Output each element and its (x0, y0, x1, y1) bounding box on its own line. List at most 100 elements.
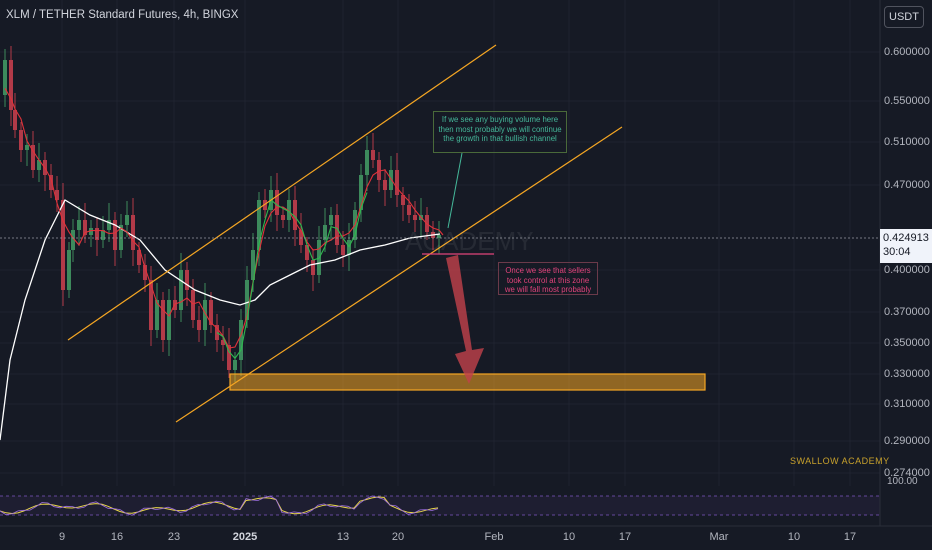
candle-body (125, 215, 129, 225)
candle-body (323, 225, 327, 240)
candle-body (437, 235, 441, 238)
indicator-level-label: 100.00 (887, 476, 918, 487)
buy-note[interactable]: If we see any buying volume here then mo… (433, 111, 567, 153)
candle-body (287, 200, 291, 220)
candle-body (161, 300, 165, 340)
candle-body (293, 200, 297, 230)
price-axis-label: 0.350000 (884, 337, 930, 349)
candle-body (395, 170, 399, 195)
candle-body (155, 300, 159, 330)
candle-body (83, 220, 87, 235)
time-axis-label: Mar (709, 531, 729, 543)
time-axis-label: 23 (167, 531, 181, 543)
time-axis-label: Feb (484, 531, 504, 543)
candle-body (251, 250, 255, 280)
candle-body (25, 145, 29, 150)
candle-body (13, 110, 17, 130)
candle-body (107, 220, 111, 230)
candle-body (149, 280, 153, 330)
candle-body (257, 200, 261, 250)
price-axis-label: 0.510000 (884, 136, 930, 148)
candle-body (19, 130, 23, 150)
candle-body (3, 60, 7, 95)
candle-body (221, 340, 225, 345)
watermark-text: SWALLOW ACADEMY (790, 456, 890, 466)
candle-body (101, 230, 105, 240)
price-axis-label: 0.400000 (884, 264, 930, 276)
chart-watermark-overlay: ACADEMY (405, 226, 534, 256)
price-axis-label: 0.600000 (884, 46, 930, 58)
candle-body (413, 215, 417, 220)
time-axis-label: 9 (58, 531, 66, 543)
price-axis-label: 0.370000 (884, 306, 930, 318)
time-axis-label: 2025 (232, 531, 258, 543)
candle-body (71, 230, 75, 250)
candlesticks (3, 46, 441, 382)
buy-note-pointer (447, 152, 463, 229)
candle-body (281, 215, 285, 220)
candle-body (67, 250, 71, 290)
candle-countdown: 30:04 (883, 246, 911, 258)
price-axis-label: 0.330000 (884, 368, 930, 380)
candle-body (37, 160, 41, 170)
currency-button[interactable]: USDT (884, 6, 924, 28)
candle-body (371, 150, 375, 160)
sell-note[interactable]: Once we see that sellers took control at… (498, 262, 598, 295)
candle-body (245, 280, 249, 320)
candle-body (305, 245, 309, 260)
price-axis-label: 0.310000 (884, 398, 930, 410)
candle-body (113, 220, 117, 250)
time-axis-label: 10 (562, 531, 576, 543)
candle-body (143, 265, 147, 280)
time-axis-label: 17 (618, 531, 632, 543)
candle-body (365, 150, 369, 175)
candle-body (191, 290, 195, 320)
last-price-value: 0.424913 (883, 232, 929, 244)
candle-body (299, 230, 303, 245)
candle-body (377, 160, 381, 180)
candle-body (335, 215, 339, 245)
candle-body (401, 195, 405, 205)
candle-body (31, 145, 35, 170)
candle-body (359, 175, 363, 210)
candle-body (197, 320, 201, 330)
candle-body (185, 270, 189, 290)
candle-body (383, 180, 387, 190)
time-axis-label: 20 (391, 531, 405, 543)
time-axis-label: 16 (110, 531, 124, 543)
time-axis-label: 13 (336, 531, 350, 543)
last-price-tag: 0.424913 30:04 (880, 229, 932, 263)
time-axis-label: 17 (843, 531, 857, 543)
candle-body (311, 260, 315, 275)
candle-body (227, 345, 231, 370)
candle-body (61, 200, 65, 290)
price-axis-label: 0.550000 (884, 95, 930, 107)
candle-body (55, 190, 59, 200)
down-arrow[interactable] (446, 255, 484, 384)
indicator-panel (0, 486, 880, 522)
channel-upper-line[interactable] (67, 44, 497, 341)
candle-body (203, 300, 207, 330)
channel-lower-line[interactable] (175, 126, 623, 423)
candle-body (179, 270, 183, 310)
candle-body (49, 175, 53, 190)
candle-body (131, 215, 135, 250)
candle-body (119, 225, 123, 250)
candle-body (407, 205, 411, 215)
candle-body (275, 190, 279, 215)
candle-body (95, 228, 99, 240)
moving-average-green (216, 192, 368, 360)
candle-body (89, 228, 93, 235)
candle-body (239, 320, 243, 360)
candle-body (329, 215, 333, 225)
candle-body (263, 200, 267, 210)
candle-body (167, 300, 171, 340)
symbol-title[interactable]: XLM / TETHER Standard Futures, 4h, BINGX (6, 9, 239, 21)
candle-body (137, 250, 141, 265)
candle-body (9, 60, 13, 110)
candle-body (341, 245, 345, 255)
price-axis-label: 0.290000 (884, 435, 930, 447)
price-axis-label: 0.470000 (884, 179, 930, 191)
candle-body (233, 360, 237, 370)
